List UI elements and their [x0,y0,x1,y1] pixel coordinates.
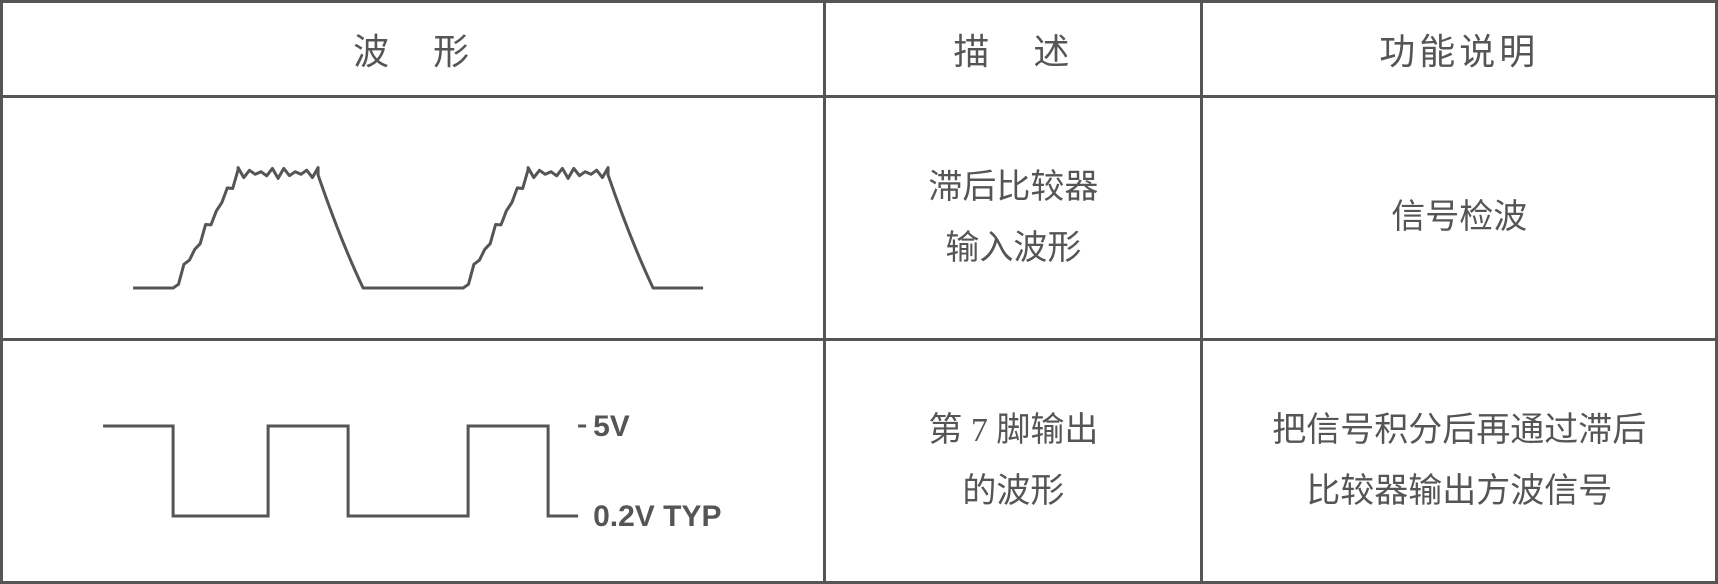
table-header-row: 波 形 描 述 功能说明 [2,2,1717,97]
header-waveform: 波 形 [2,2,825,97]
table-row: 滞后比较器输入波形 信号检波 [2,97,1717,340]
noisy-trapezoid-waveform [3,98,823,338]
header-function: 功能说明 [1202,2,1717,97]
function-cell-1: 信号检波 [1202,97,1717,340]
waveform-cell-2: 5V 0.2V TYP [2,340,825,583]
table-row: 5V 0.2V TYP 第 7 脚输出的波形 把信号积分后再通过滞后比较器输出方波… [2,340,1717,583]
description-cell-1: 滞后比较器输入波形 [825,97,1202,340]
svg-text:5V: 5V [593,410,630,443]
waveform-cell-1 [2,97,825,340]
header-description: 描 述 [825,2,1202,97]
function-cell-2: 把信号积分后再通过滞后比较器输出方波信号 [1202,340,1717,583]
description-cell-2: 第 7 脚输出的波形 [825,340,1202,583]
svg-text:0.2V TYP: 0.2V TYP [593,500,721,533]
square-waveform: 5V 0.2V TYP [3,341,823,581]
waveform-table: 波 形 描 述 功能说明 滞后比较器输入波形 信号检波 5V 0.2V TYP 第… [0,0,1718,584]
waveform-table-container: 波 形 描 述 功能说明 滞后比较器输入波形 信号检波 5V0.2V TYP 第… [0,0,1718,575]
